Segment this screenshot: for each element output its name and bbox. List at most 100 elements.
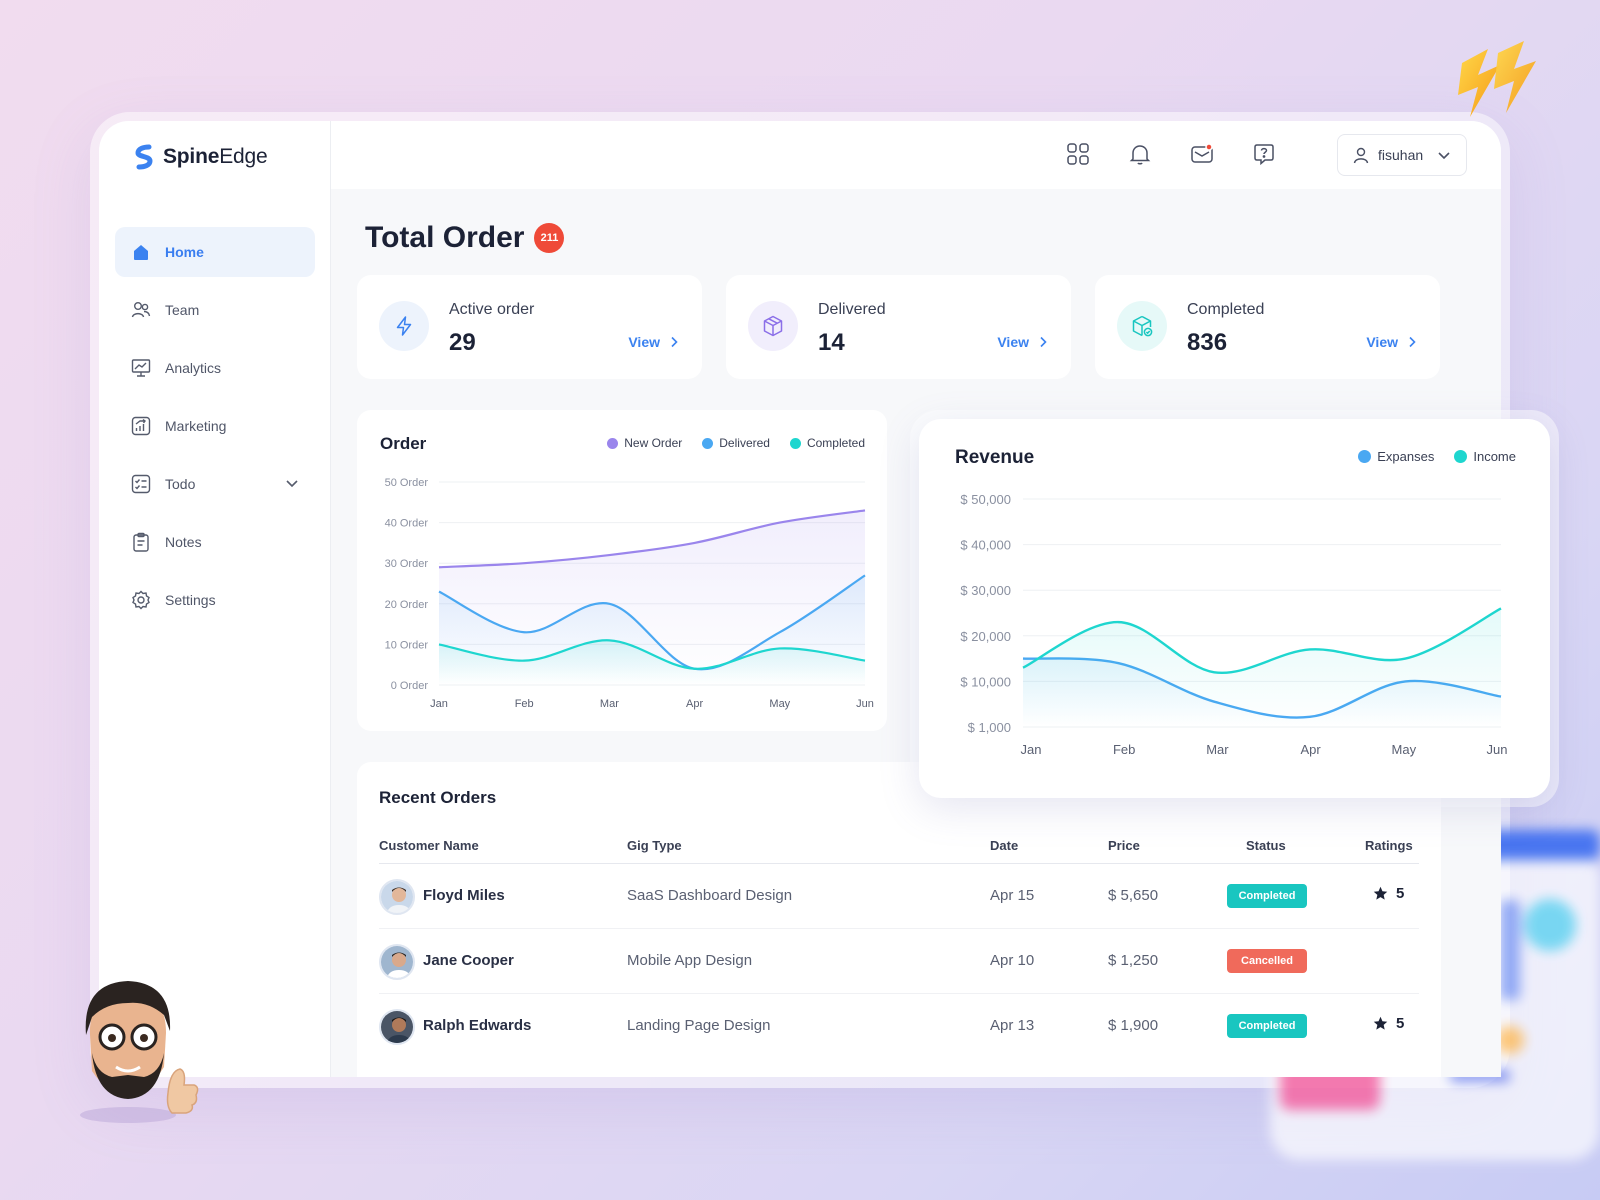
order-chart: 50 Order 40 Order 30 Order 20 Order 10 Order… (385, 477, 874, 710)
view-link[interactable]: View (628, 334, 678, 350)
home-icon (131, 242, 151, 262)
view-link[interactable]: View (1366, 334, 1416, 350)
sidebar-item-notes[interactable]: Notes (115, 517, 315, 567)
chevron-down-icon[interactable] (285, 476, 299, 490)
order-chart-legend: New Order Delivered Completed (607, 436, 865, 450)
logo-text: SpineEdge (163, 145, 268, 168)
order-count-badge: 211 (534, 223, 565, 253)
box-icon (748, 301, 798, 351)
stat-card-completed: Completed 836 View (1095, 275, 1440, 379)
x-tick-label: Jan (430, 698, 448, 710)
table-row[interactable]: Ralph Edwards Landing Page Design Apr 13… (357, 994, 1441, 1059)
series-line-delivered (438, 574, 866, 671)
table-row[interactable]: Floyd Miles SaaS Dashboard Design Apr 15… (357, 864, 1441, 929)
table-row[interactable]: Jane Cooper Mobile App Design Apr 10 $ 1… (357, 929, 1441, 994)
sidebar-nav: Home Team Analytics Marketing (115, 227, 315, 633)
avatar (379, 879, 415, 915)
column-header[interactable]: Ratings (1365, 838, 1413, 853)
column-header[interactable]: Gig Type (627, 838, 682, 853)
legend-item-expanses: Expanses (1358, 449, 1434, 464)
sidebar-item-todo[interactable]: Todo (115, 459, 315, 509)
logo-icon (135, 144, 153, 170)
user-menu[interactable]: fisuhan (1337, 134, 1467, 176)
revenue-chart: $ 50,000 $ 40,000 $ 30,000 $ 20,000 $ 10,000… (960, 492, 1507, 757)
legend-item-completed: Completed (789, 436, 865, 450)
team-icon (131, 300, 151, 320)
y-tick-label: $ 1,000 (968, 720, 1011, 735)
sidebar-item-settings[interactable]: Settings (115, 575, 315, 625)
divider (379, 993, 1419, 994)
customer-name: Jane Cooper (423, 952, 514, 969)
order-date: Apr 15 (990, 887, 1035, 904)
y-tick-label: $ 50,000 (960, 492, 1011, 507)
help-chat-icon[interactable] (1251, 141, 1277, 167)
user-icon (1353, 147, 1369, 164)
legend-item-delivered: Delivered (702, 436, 770, 450)
column-header[interactable]: Customer Name (379, 838, 479, 853)
divider (379, 863, 1419, 864)
avatar (379, 944, 415, 980)
stat-label: Delivered (818, 301, 886, 318)
grid-icon[interactable] (1065, 141, 1091, 167)
revenue-chart-title: Revenue (955, 447, 1035, 468)
sidebar-item-home[interactable]: Home (115, 227, 315, 277)
y-tick-label: 30 Order (385, 558, 429, 570)
x-tick-label: Feb (515, 698, 534, 710)
sidebar-item-analytics[interactable]: Analytics (115, 343, 315, 393)
y-tick-label: 50 Order (385, 477, 429, 489)
view-label: View (1366, 334, 1398, 350)
stat-card-active-order: Active order 29 View (357, 275, 702, 379)
memoji-thumbs-up-decoration (80, 981, 199, 1123)
order-price: $ 1,900 (1108, 1017, 1159, 1034)
avatar (379, 1009, 415, 1045)
page-title: Total Order 211 (365, 221, 565, 255)
view-link[interactable]: View (997, 334, 1047, 350)
legend-item-new-order: New Order (607, 436, 682, 450)
star-icon (1373, 1016, 1388, 1030)
stat-value: 836 (1187, 329, 1228, 356)
status-badge: Completed (1227, 884, 1307, 908)
sidebar-item-team[interactable]: Team (115, 285, 315, 335)
x-tick-label: Jun (856, 698, 874, 710)
analytics-icon (131, 358, 151, 378)
chevron-right-icon (1040, 336, 1047, 348)
column-header[interactable]: Date (990, 838, 1019, 853)
order-date: Apr 10 (990, 952, 1035, 969)
column-header[interactable]: Price (1108, 838, 1140, 853)
view-label: View (628, 334, 660, 350)
gear-icon (131, 590, 151, 610)
sidebar-item-label: Settings (165, 592, 216, 608)
stat-value: 14 (818, 329, 845, 356)
app-window: SpineEdge Home Team Analytics (99, 121, 1501, 1077)
series-line-income (1022, 607, 1502, 675)
sidebar-item-marketing[interactable]: Marketing (115, 401, 315, 451)
revenue-chart-legend: Expanses Income (1358, 449, 1516, 464)
order-date: Apr 13 (990, 1017, 1035, 1034)
rating-value: 5 (1396, 885, 1405, 902)
stat-label: Active order (449, 301, 535, 318)
order-price: $ 1,250 (1108, 952, 1159, 969)
stat-label: Completed (1187, 301, 1265, 318)
y-tick-label: 0 Order (391, 680, 429, 692)
bell-icon[interactable] (1127, 141, 1153, 167)
chevron-right-icon (1409, 336, 1416, 348)
x-tick-label: Feb (1113, 742, 1135, 757)
gig-type: SaaS Dashboard Design (627, 887, 793, 904)
rating: 5 (1373, 1015, 1404, 1032)
view-label: View (997, 334, 1029, 350)
mail-icon[interactable] (1189, 141, 1215, 167)
package-check-icon (1117, 301, 1167, 351)
stat-card-delivered: Delivered 14 View (726, 275, 1071, 379)
column-header[interactable]: Status (1246, 838, 1286, 853)
notes-icon (131, 532, 151, 552)
x-tick-label: Jan (1021, 742, 1042, 757)
legend-item-income: Income (1454, 449, 1516, 464)
y-tick-label: $ 20,000 (960, 629, 1011, 644)
user-name: fisuhan (1378, 147, 1424, 163)
y-tick-label: $ 40,000 (960, 538, 1011, 553)
series-area (439, 640, 865, 685)
status-badge: Cancelled (1227, 949, 1307, 973)
bolt-icon (379, 301, 429, 351)
divider (379, 928, 1419, 929)
logo[interactable]: SpineEdge (133, 143, 268, 171)
